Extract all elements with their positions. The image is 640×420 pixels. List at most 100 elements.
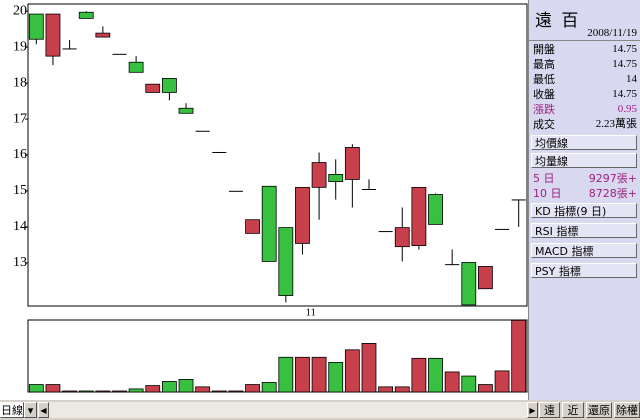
volume-bar xyxy=(411,357,427,393)
dropdown-arrow[interactable]: ▾ xyxy=(24,402,37,418)
y-tick-label: 15 xyxy=(13,183,27,198)
volume-bar xyxy=(178,378,194,393)
quote-label: 最低 xyxy=(533,73,555,86)
scroll-left[interactable]: ◀ xyxy=(38,402,49,418)
y-tick-label: 16 xyxy=(13,147,27,162)
button[interactable]: 還原 xyxy=(586,402,612,418)
candle-body xyxy=(78,11,94,19)
candle-body xyxy=(428,194,443,225)
quote-value: 0.95 xyxy=(617,103,637,115)
button[interactable]: 除權 xyxy=(614,402,640,418)
ma-row: 5 日 9297張+ xyxy=(533,171,637,186)
candle-body xyxy=(128,61,144,73)
y-tick-label: 19 xyxy=(13,39,27,54)
ma-value: 8728張+ xyxy=(588,187,637,200)
y-tick-label: 18 xyxy=(13,75,27,90)
button[interactable]: RSI 指標 xyxy=(531,223,637,238)
candle-body xyxy=(45,13,61,57)
candle-body xyxy=(411,186,427,247)
date: 2008/11/19 xyxy=(587,27,637,39)
volume-bar xyxy=(278,356,294,393)
candle-body xyxy=(478,266,493,290)
volume-bar xyxy=(444,371,460,393)
y-tick-label: 14 xyxy=(13,219,27,234)
quote-row: 漲跌 0.95 xyxy=(533,102,637,117)
volume-bar xyxy=(145,385,161,393)
candle-body xyxy=(394,227,410,248)
button[interactable]: MACD 指標 xyxy=(531,243,637,258)
ma-label: 5 日 xyxy=(533,172,555,185)
scroll-right[interactable]: ▶ xyxy=(527,402,538,418)
period-select[interactable]: 日線圖 xyxy=(0,402,24,418)
button[interactable]: 均價線 xyxy=(531,135,637,150)
volume-bar xyxy=(45,384,61,393)
ma-row: 10 日 8728張+ xyxy=(533,186,637,201)
candle-body xyxy=(328,174,344,183)
button[interactable]: 近 xyxy=(562,402,584,418)
quote-label: 開盤 xyxy=(533,43,555,56)
button[interactable]: 遠 xyxy=(539,402,560,418)
quote-row: 收盤 14.75 xyxy=(533,87,637,102)
quote-row: 最高 14.75 xyxy=(533,57,637,72)
quote-panel: 遠 百 2008/11/19 開盤 14.75 最高 14.75 最低 14 收盤 14.75… xyxy=(528,0,640,400)
candle-body xyxy=(28,13,44,40)
volume-bar xyxy=(95,390,111,393)
quote-value: 14.75 xyxy=(612,43,637,55)
volume-bar xyxy=(394,386,410,393)
quote-label: 最高 xyxy=(533,58,555,71)
volume-bar xyxy=(461,375,477,393)
chart: 13 14 15 16 17 18 19 20 11 xyxy=(13,3,528,393)
volume-bar xyxy=(361,342,377,393)
candle-body xyxy=(461,262,477,306)
volume-bar xyxy=(494,370,510,393)
volume-bar xyxy=(28,384,44,393)
stock-name: 遠 百 xyxy=(535,11,581,31)
candle-body xyxy=(344,147,360,180)
y-tick-label: 17 xyxy=(13,111,27,126)
y-tick-label: 13 xyxy=(13,255,27,270)
volume-bar xyxy=(378,386,394,393)
volume-bar xyxy=(261,382,277,393)
volume-bar xyxy=(511,319,527,393)
volume-bar xyxy=(311,356,327,393)
candle-body xyxy=(261,185,277,262)
button[interactable]: PSY 指標 xyxy=(531,263,637,278)
quote-value: 14.75 xyxy=(612,88,637,100)
candle-body xyxy=(95,32,111,38)
candle-body xyxy=(311,162,327,188)
divider xyxy=(529,40,640,41)
price-panel xyxy=(27,3,528,307)
candle-body xyxy=(145,83,161,93)
button[interactable]: KD 指標(9 日) xyxy=(531,203,637,218)
volume-bar xyxy=(328,362,344,393)
quote-value: 14 xyxy=(626,73,637,85)
volume-bar xyxy=(344,349,360,393)
volume-bar xyxy=(295,356,310,393)
y-tick-label: 20 xyxy=(13,3,27,18)
quote-row: 最低 14 xyxy=(533,72,637,87)
volume-bar xyxy=(478,384,493,393)
volume-bar xyxy=(161,381,177,393)
quote-value: 14.75 xyxy=(612,58,637,70)
button[interactable]: 均量線 xyxy=(531,153,637,168)
volume-bar xyxy=(211,390,227,393)
quote-label: 收盤 xyxy=(533,88,555,101)
volume-bar xyxy=(128,388,144,393)
volume-bar xyxy=(428,357,443,393)
volume-bar xyxy=(78,390,94,393)
ma-value: 9297張+ xyxy=(588,172,637,185)
toolbar: 日線圖 ▾ ◀ ▶ 遠 近 還原 除權 xyxy=(0,400,640,420)
volume-bar xyxy=(245,384,260,393)
quote-label: 漲跌 xyxy=(533,103,555,116)
candle-body xyxy=(178,107,194,114)
volume-panel xyxy=(27,319,528,393)
scroll-track[interactable] xyxy=(49,402,527,418)
quote-value: 2.23萬張 xyxy=(595,118,637,130)
candle-body xyxy=(295,186,310,244)
ma-label: 10 日 xyxy=(533,187,562,200)
volume-bar xyxy=(112,390,127,393)
volume-bar xyxy=(228,390,244,393)
quote-label: 成交 xyxy=(533,118,555,131)
volume-bar xyxy=(62,390,77,393)
